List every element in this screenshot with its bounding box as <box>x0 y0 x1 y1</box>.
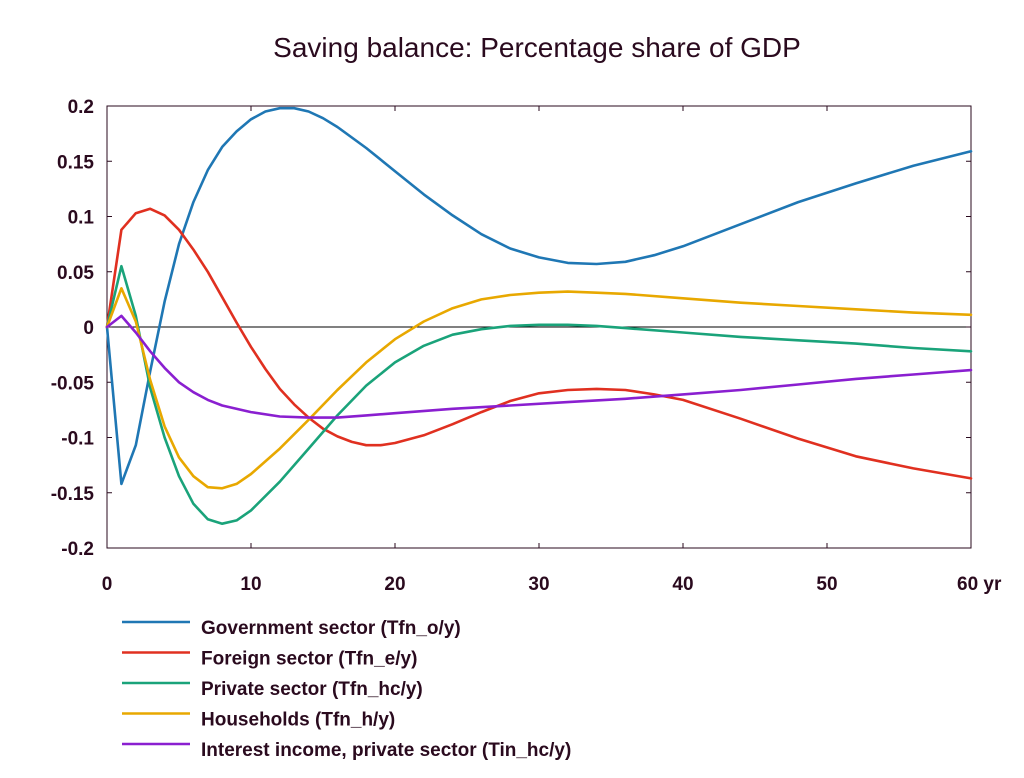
legend-label: Government sector (Tfn_o/y) <box>201 618 461 639</box>
x-tick-label: 40 <box>672 574 693 595</box>
series-line <box>105 106 973 486</box>
y-tick-label: 0.2 <box>68 97 94 118</box>
x-axis-ticks: 0 10 20 30 40 50 60 yr <box>102 106 1002 595</box>
x-tick-label: 50 <box>816 574 837 595</box>
y-tick-label: 0.05 <box>57 263 94 284</box>
chart-title: Saving balance: Percentage share of GDP <box>273 32 801 63</box>
series-lines <box>105 106 973 526</box>
y-tick-label: -0.1 <box>61 429 94 450</box>
y-tick-label: -0.2 <box>61 539 94 560</box>
y-axis-ticks: 0.2 0.15 0.1 0.05 0 -0.05 -0.1 -0.15 -0.2 <box>51 97 971 560</box>
series-line <box>105 264 973 526</box>
series-line <box>105 314 973 419</box>
x-tick-label: 10 <box>240 574 261 595</box>
x-tick-label: 30 <box>528 574 549 595</box>
legend-label: Households (Tfn_h/y) <box>201 710 395 731</box>
y-tick-label: -0.15 <box>51 484 95 505</box>
y-tick-label: 0 <box>83 318 94 339</box>
y-tick-label: -0.05 <box>51 373 95 394</box>
legend-label: Private sector (Tfn_hc/y) <box>201 679 423 700</box>
legend-label: Interest income, private sector (Tin_hc/… <box>201 740 571 761</box>
x-tick-label: 20 <box>384 574 405 595</box>
y-tick-label: 0.1 <box>68 208 95 229</box>
series-line <box>105 286 973 490</box>
legend-label: Foreign sector (Tfn_e/y) <box>201 649 417 670</box>
x-tick-label: 60 yr <box>957 574 1002 595</box>
y-tick-label: 0.15 <box>57 152 94 173</box>
legend: Government sector (Tfn_o/y) Foreign secto… <box>122 618 571 761</box>
x-tick-label: 0 <box>102 574 113 595</box>
